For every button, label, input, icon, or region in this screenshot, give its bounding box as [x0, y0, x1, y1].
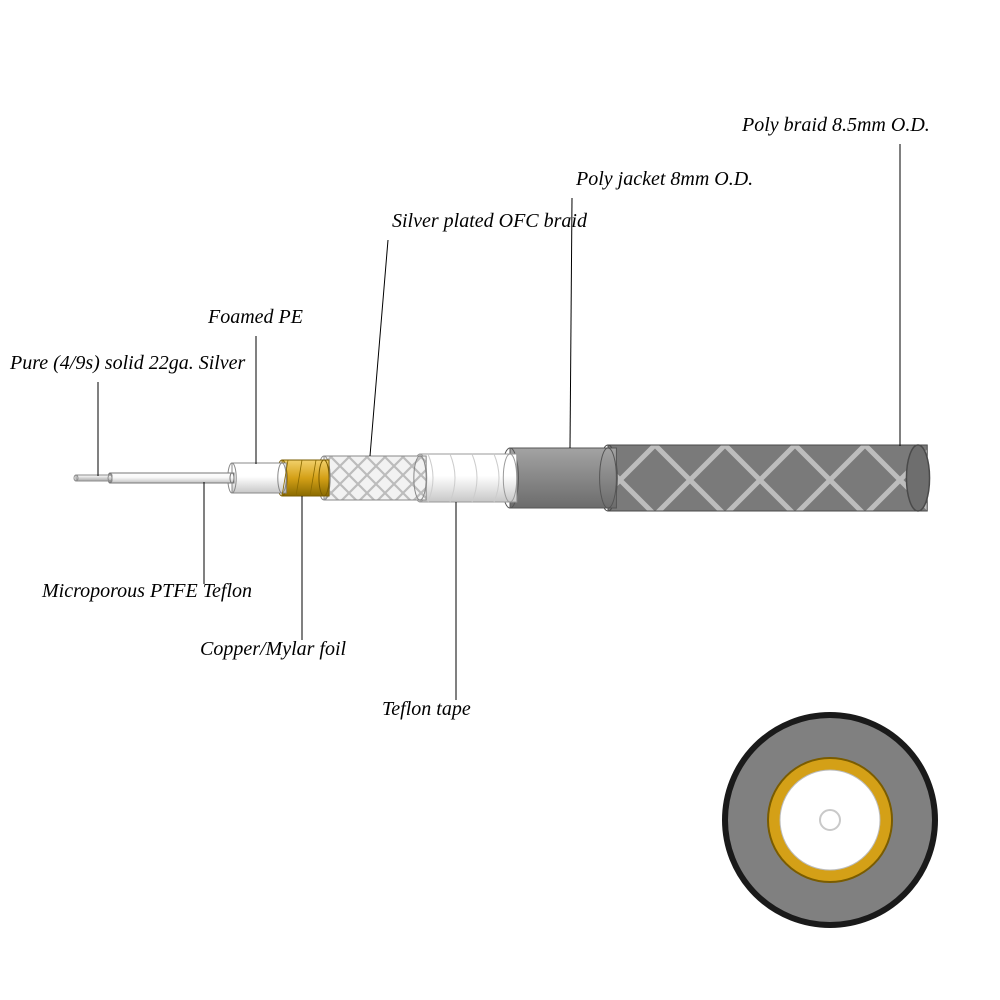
- cross-section: [725, 715, 935, 925]
- segment-core-tip: [76, 475, 112, 481]
- label-foamed-pe: Foamed PE: [208, 306, 303, 329]
- label-copper-mylar: Copper/Mylar foil: [200, 638, 346, 661]
- cable-end-cap: [906, 445, 929, 511]
- label-poly-jacket: Poly jacket 8mm O.D.: [576, 168, 753, 191]
- segment-teflon-tape: [420, 454, 517, 502]
- segment-core: [110, 473, 234, 483]
- label-pure-silver: Pure (4/9s) solid 22ga. Silver: [10, 352, 245, 375]
- cross-section-ring-3: [820, 810, 840, 830]
- label-poly-braid: Poly braid 8.5mm O.D.: [742, 114, 930, 137]
- segment-silver-braid: [324, 456, 426, 500]
- label-teflon-tape: Teflon tape: [382, 698, 471, 721]
- cable-diagram: [0, 0, 1000, 1000]
- leader-silver_plated: [370, 240, 388, 456]
- segment-poly-braid: [608, 445, 927, 511]
- label-microporous: Microporous PTFE Teflon: [42, 580, 252, 603]
- label-silver-plated: Silver plated OFC braid: [392, 210, 587, 233]
- leader-poly_jacket: [570, 198, 572, 448]
